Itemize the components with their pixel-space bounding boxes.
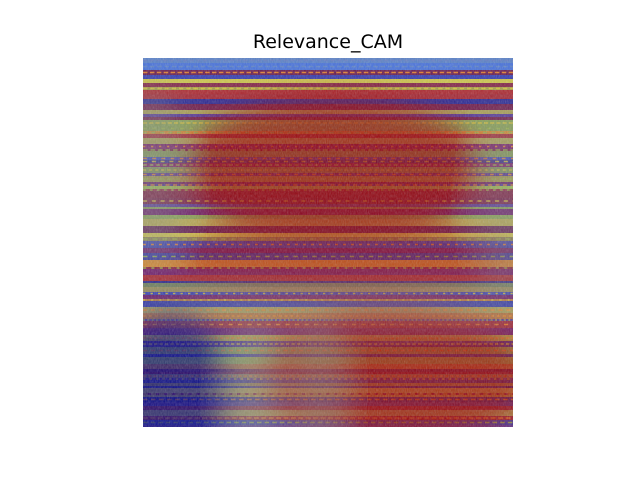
figure-title: Relevance_CAM xyxy=(252,31,404,53)
cam-heatmap-image xyxy=(143,58,513,427)
